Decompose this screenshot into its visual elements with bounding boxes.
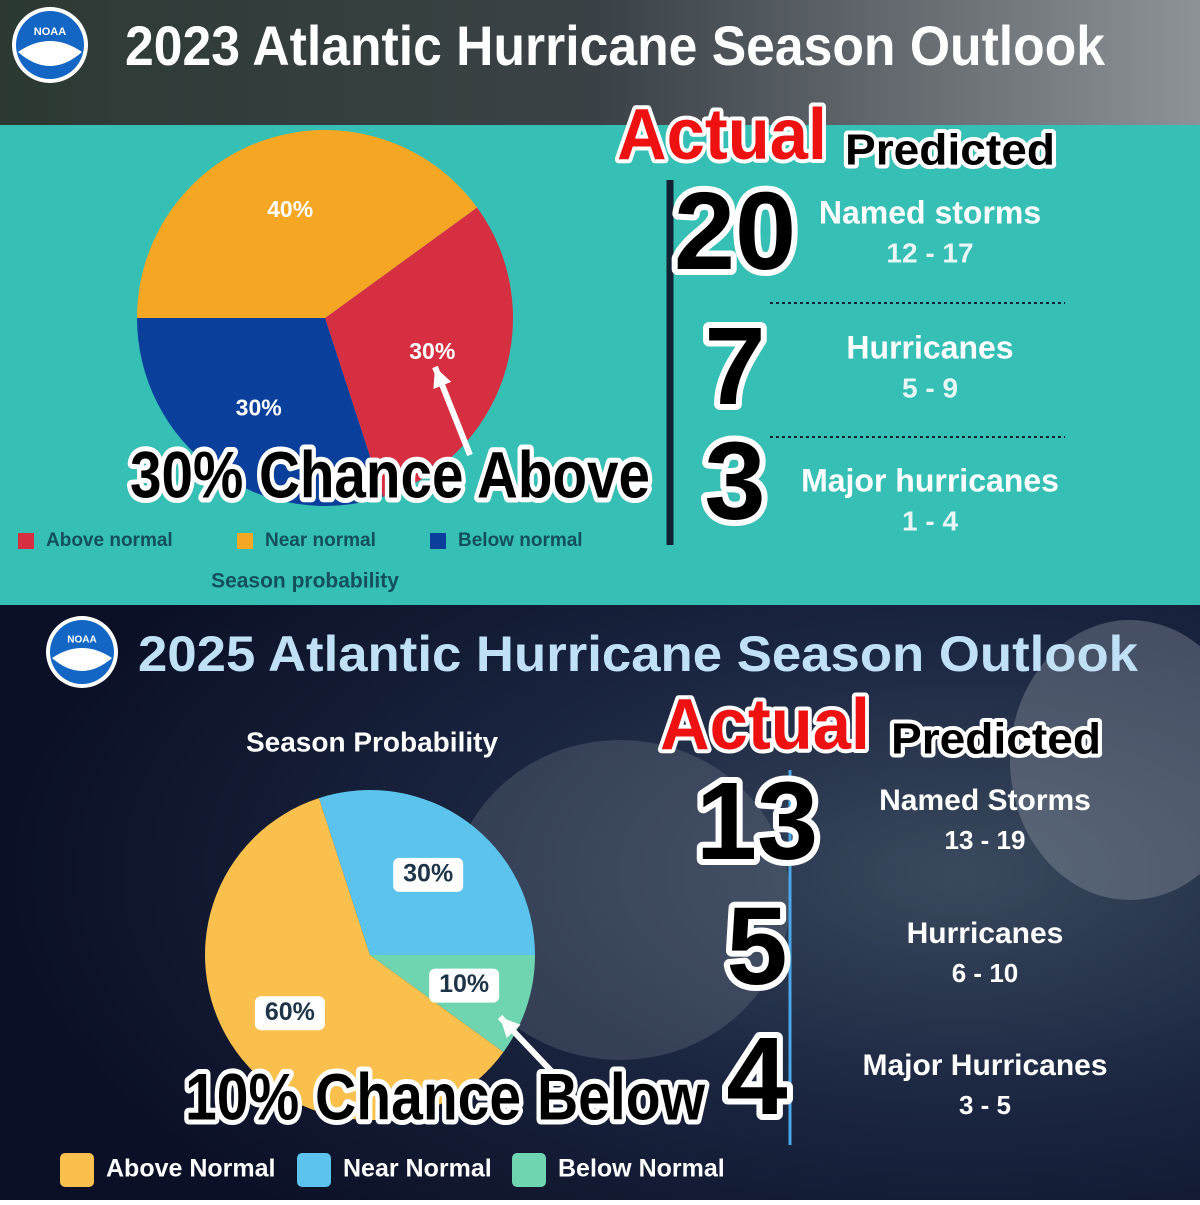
- value-label-box: [429, 968, 500, 1003]
- value-label: 40%: [267, 196, 313, 222]
- value-label-box: [254, 996, 325, 1031]
- chart-subtitle: Season probability: [211, 570, 399, 593]
- legend-swatch: [237, 533, 253, 549]
- value-label: 10%: [439, 970, 489, 998]
- legend-swatch: [512, 1153, 546, 1187]
- annotation: 10% Chance Below: [185, 1059, 706, 1133]
- stat-range: 13 - 19: [945, 825, 1026, 855]
- stat-name: Hurricanes: [907, 917, 1064, 950]
- actual-heading: Actual: [660, 685, 870, 765]
- value-label: 60%: [265, 998, 315, 1026]
- noaa-logo: NOAA: [12, 7, 88, 83]
- stat-name: Major Hurricanes: [862, 1049, 1107, 1082]
- stat-name: Named Storms: [879, 784, 1091, 817]
- noaa-logo: NOAA: [46, 616, 118, 688]
- legend-label: Below Normal: [558, 1155, 725, 1183]
- actual-count: 3: [704, 420, 765, 543]
- cloud: [1010, 620, 1200, 900]
- chart-title: 2023 Atlantic Hurricane Season Outlook: [125, 14, 1106, 77]
- legend-swatch: [18, 533, 34, 549]
- chart-subtitle: Season Probability: [246, 726, 498, 757]
- legend-label: Near normal: [265, 530, 376, 551]
- legend-label: Above Normal: [106, 1155, 275, 1183]
- stat-range: 5 - 9: [902, 372, 958, 403]
- actual-count: 7: [704, 305, 765, 428]
- actual-heading: Actual: [617, 95, 827, 175]
- chart-title: 2025 Atlantic Hurricane Season Outlook: [138, 626, 1138, 682]
- legend-label: Below normal: [458, 530, 583, 551]
- predicted-heading: Predicted: [891, 715, 1101, 764]
- panel-background: [0, 605, 1200, 1200]
- arrow-head: [500, 1017, 521, 1038]
- arrow-head: [433, 367, 452, 389]
- legend-swatch: [430, 533, 446, 549]
- actual-count: 4: [726, 1015, 787, 1138]
- logo-text: NOAA: [67, 635, 96, 646]
- actual-count: 13: [696, 760, 818, 883]
- actual-count: 20: [674, 170, 796, 293]
- legend-swatch: [297, 1153, 331, 1187]
- stat-range: 1 - 4: [902, 505, 958, 536]
- value-label: 30%: [236, 394, 282, 420]
- legend-label: Above normal: [46, 530, 173, 551]
- stat-name: Major hurricanes: [801, 462, 1059, 498]
- stat-name: Named storms: [819, 194, 1041, 230]
- pie-slice: [137, 318, 384, 506]
- stat-range: 3 - 5: [959, 1090, 1011, 1120]
- legend-swatch: [60, 1153, 94, 1187]
- value-label: 30%: [403, 860, 453, 888]
- actual-count: 5: [726, 885, 787, 1008]
- pie-slice: [137, 130, 478, 318]
- cloud: [450, 740, 790, 1060]
- stat-range: 6 - 10: [952, 958, 1019, 988]
- logo-text: NOAA: [34, 26, 66, 38]
- stat-range: 12 - 17: [886, 237, 973, 268]
- stat-name: Hurricanes: [846, 329, 1013, 365]
- value-label: 30%: [409, 338, 455, 364]
- pie-slice: [205, 798, 504, 1121]
- header-background: [0, 0, 1200, 125]
- predicted-heading: Predicted: [845, 126, 1055, 175]
- value-label-box: [393, 857, 464, 892]
- legend-label: Near Normal: [343, 1155, 492, 1183]
- pie-slice: [325, 207, 513, 497]
- annotation: 30% Chance Above: [130, 437, 650, 511]
